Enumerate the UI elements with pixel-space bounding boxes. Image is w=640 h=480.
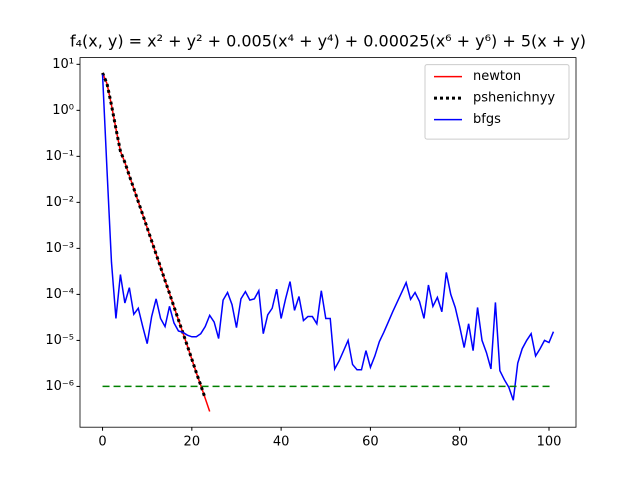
x-tick-label: 80 [451, 435, 468, 450]
y-tick-label: 10¹ [52, 57, 74, 72]
legend-box [424, 64, 570, 140]
x-tick-label: 20 [184, 435, 201, 450]
y-tick-label: 10⁻⁴ [45, 287, 74, 302]
y-tick-label: 10⁻¹ [45, 149, 74, 164]
y-tick-label: 10⁻³ [45, 241, 74, 256]
legend-label: bfgs [473, 112, 501, 127]
y-tick-label: 10⁻⁶ [45, 379, 74, 394]
series-line [101, 72, 207, 399]
legend-label: pshenichnyy [473, 91, 555, 106]
plot-frame [79, 57, 577, 428]
y-tick-label: 10⁻⁵ [45, 333, 74, 348]
x-tick-label: 60 [362, 435, 379, 450]
chart-title: f₄(x, y) = x² + y² + 0.005(x⁴ + y⁴) + 0.… [70, 32, 586, 51]
y-tick-label: 10⁰ [52, 103, 74, 118]
x-tick-label: 100 [537, 435, 562, 450]
legend-label: newton [473, 69, 521, 84]
x-tick-label: 40 [273, 435, 290, 450]
x-tick-label: 0 [98, 435, 106, 450]
y-tick-label: 10⁻² [45, 195, 74, 210]
series-line [101, 74, 555, 401]
